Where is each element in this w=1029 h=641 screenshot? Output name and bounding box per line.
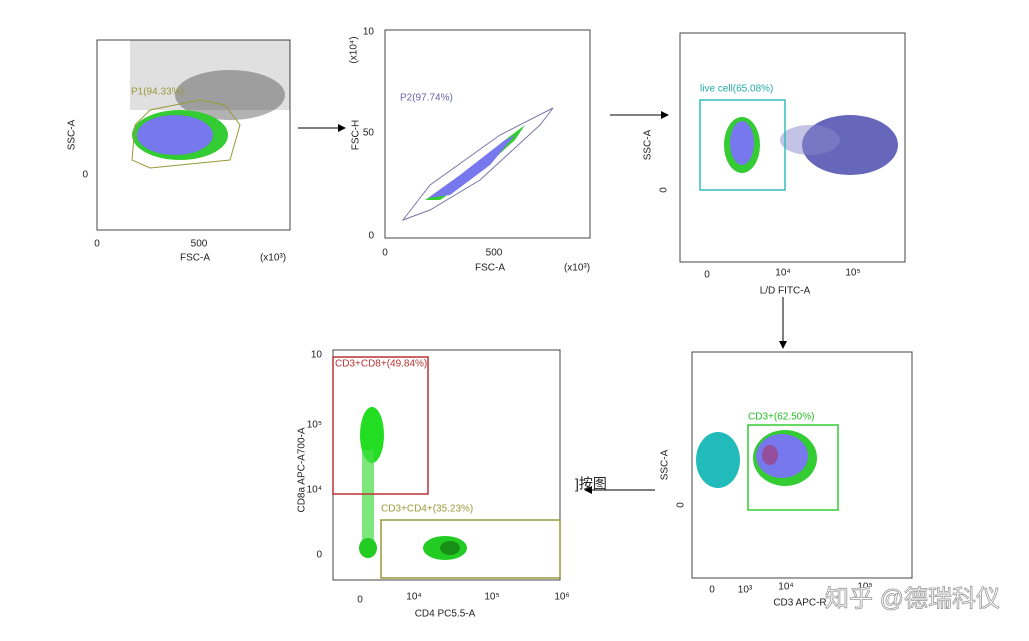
scatter-cloud: [130, 40, 290, 110]
x-axis-label: FSC-A: [180, 253, 210, 264]
gate: [380, 519, 561, 579]
x-tick-label: 10⁵: [484, 592, 499, 603]
scatter-cloud: [362, 450, 374, 545]
scatter-cloud: [360, 407, 384, 463]
x-tick-label: 10⁵: [845, 268, 860, 279]
gate-label: P1(94.33%): [131, 87, 184, 98]
x-tick-label: 0: [709, 585, 715, 596]
y-tick-label: 0: [659, 187, 670, 193]
scatter-cloud: [428, 135, 515, 198]
panel-3: live cell(65.08%) SSC-A 0 0 10⁴ 10⁵ L/D …: [643, 32, 906, 297]
y-tick-label: 10⁴: [307, 485, 322, 496]
y-tick-label: 10: [311, 350, 323, 361]
x-tick-label: 10⁵: [857, 582, 872, 593]
plot-frame: [96, 39, 291, 231]
x-tick-label: 0: [94, 239, 100, 250]
y-tick-label: 0: [316, 550, 322, 561]
y-axis-unit: (x10⁴): [349, 36, 360, 63]
plot-frame: [691, 351, 913, 579]
gate: [747, 424, 839, 511]
gate: [401, 107, 554, 222]
gate-label: CD3+(62.50%): [748, 412, 814, 423]
gate: [131, 99, 241, 169]
panel-2: P2(97.74%) FSC-H (x10⁴) 10 50 0 0 500 FS…: [349, 27, 591, 274]
scatter-cloud: [780, 125, 840, 155]
x-axis-label: CD4 PC5.5-A: [415, 609, 476, 620]
y-tick-label: 0: [368, 231, 374, 242]
x-tick-label: 0: [704, 270, 710, 281]
y-tick-label: 10⁵: [307, 420, 322, 431]
scatter-cloud: [440, 541, 460, 555]
arrow-note: ]按图: [575, 476, 607, 492]
scatter-cloud: [762, 445, 778, 465]
x-axis-unit: (x10³): [564, 263, 590, 274]
scatter-cloud: [175, 70, 285, 120]
plot-frame: [679, 32, 906, 263]
x-tick-label: 10⁴: [775, 268, 790, 279]
scatter-cloud: [756, 434, 808, 478]
x-tick-label: 0: [382, 248, 388, 259]
gate: [699, 99, 786, 191]
scatter-cloud: [359, 538, 377, 558]
scatter-cloud: [425, 125, 525, 200]
x-axis-label: L/D FITC-A: [760, 286, 811, 297]
panel-5: CD3+CD8+(49.84%) CD3+CD4+(35.23%) CD8a A…: [297, 349, 570, 620]
x-axis-label: CD3 APC-R: [773, 598, 826, 609]
gate: [332, 356, 429, 495]
panel-1: P1(94.33%) SSC-A 0 0 500 FSC-A (x10³): [67, 39, 291, 264]
watermark: 知乎 @德瑞科仪: [825, 585, 1000, 612]
y-axis-label: SSC-A: [660, 449, 671, 480]
y-tick-label: 10: [363, 27, 375, 38]
gate-label: CD3+CD4+(35.23%): [381, 504, 473, 515]
y-axis-label: FSC-H: [351, 120, 362, 151]
y-axis-label: SSC-A: [67, 119, 78, 150]
x-tick-label: 0: [357, 595, 363, 606]
y-tick-label: 0: [676, 502, 687, 508]
x-tick-label: 10⁴: [406, 592, 421, 603]
panel-4: CD3+(62.50%) SSC-A 0 0 10³ 10⁴ 10⁵ CD3 A…: [660, 351, 913, 609]
scatter-cloud: [696, 432, 740, 488]
plot-frame: [384, 29, 591, 239]
x-tick-label: 10³: [738, 585, 753, 596]
x-tick-label: 500: [191, 239, 208, 250]
gate-label: live cell(65.08%): [700, 84, 773, 95]
y-tick-label: 50: [363, 128, 375, 139]
y-axis-label: SSC-A: [643, 129, 654, 160]
y-axis-label: CD8a APC-A700-A: [297, 427, 308, 512]
x-tick-label: 10⁶: [554, 592, 569, 603]
scatter-cloud: [137, 115, 213, 155]
scatter-cloud: [730, 121, 754, 165]
y-tick-label: 0: [82, 170, 88, 181]
x-axis-label: FSC-A: [475, 263, 505, 274]
gate-label: CD3+CD8+(49.84%): [335, 359, 427, 370]
gate-label: P2(97.74%): [400, 93, 453, 104]
x-tick-label: 10⁴: [778, 582, 793, 593]
x-tick-label: 500: [486, 248, 503, 259]
x-axis-unit: (x10³): [260, 253, 286, 264]
